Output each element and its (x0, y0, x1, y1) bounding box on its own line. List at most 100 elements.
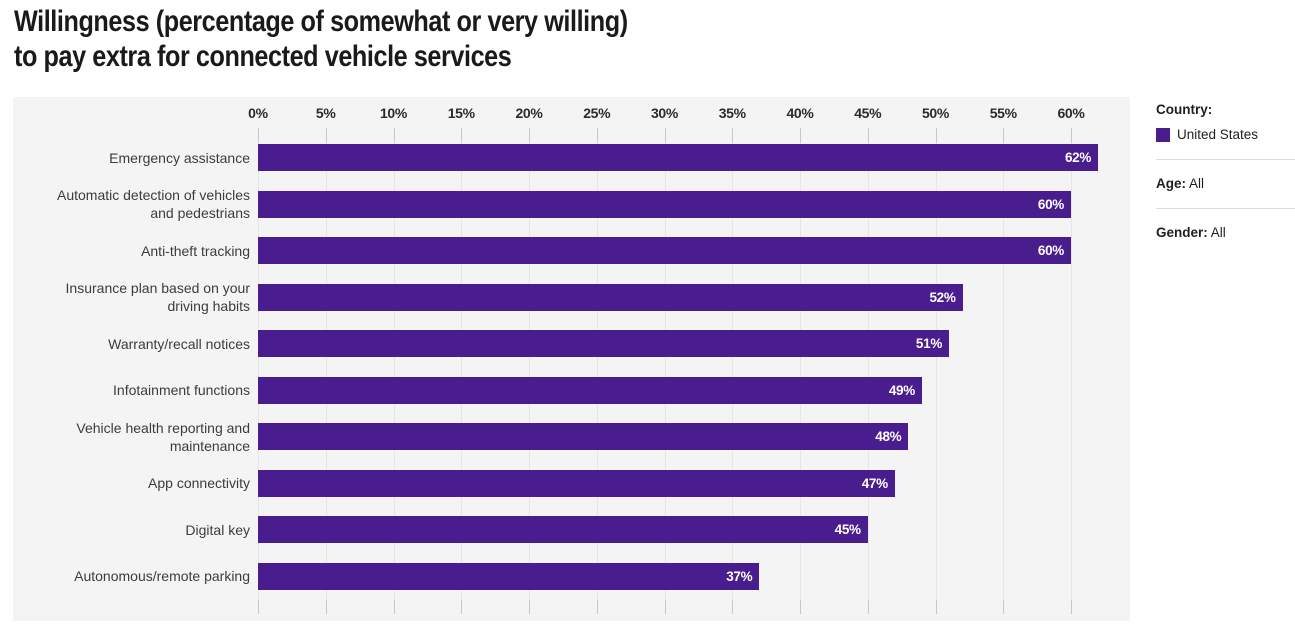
legend-country-label: Country: (1156, 102, 1213, 117)
category-label: Emergency assistance (109, 149, 250, 166)
bar-app-connectivity[interactable]: 47% (258, 469, 895, 497)
x-axis-tick (867, 128, 869, 143)
bar-vehicle-health-reporting-and-maintenance[interactable]: 48% (258, 423, 909, 450)
x-gridline (1003, 143, 1005, 600)
bar-digital-key[interactable]: 45% (258, 516, 868, 543)
x-axis-tick (1003, 128, 1005, 143)
legend-gender-value: All (1210, 225, 1226, 240)
x-axis-tick (867, 600, 869, 614)
page-title-line1: Willingness (percentage of somewhat or v… (14, 5, 628, 38)
bar-value-label: 45% (834, 522, 861, 537)
x-axis-tick (529, 128, 530, 143)
x-axis-tick-label: 40% (786, 105, 814, 121)
category-label: Vehicle health reporting and maintenance (76, 419, 250, 454)
category-label: Warranty/recall notices (108, 335, 250, 352)
x-gridline (393, 143, 395, 600)
category-label: Infotainment functions (113, 382, 250, 398)
legend-country-value: United States (1177, 127, 1259, 142)
x-axis-tick (258, 600, 259, 614)
x-axis-tick (461, 600, 463, 614)
bar-value-label: 49% (888, 382, 915, 398)
x-axis-tick (529, 600, 530, 614)
chart-legend: Country: United States Age: All Gender: … (1156, 102, 1295, 240)
bar-warranty-recall-notices[interactable]: 51% (258, 330, 950, 357)
x-gridline (732, 143, 734, 600)
x-axis-tick (732, 128, 734, 143)
category-label: Insurance plan based on your driving hab… (65, 280, 250, 314)
x-axis-tick-label: 25% (583, 105, 611, 121)
x-axis-tick-label: 35% (718, 105, 746, 121)
x-axis-tick (935, 128, 937, 143)
bar-value-label: 47% (861, 475, 888, 491)
x-axis-tick (1071, 128, 1072, 143)
x-axis-tick (461, 128, 463, 143)
x-axis-tick (325, 128, 327, 143)
x-axis-tick (800, 600, 801, 614)
category-label: Automatic detection of vehicles and pede… (57, 187, 250, 221)
category-label: Digital key (185, 521, 250, 538)
x-axis-tick (393, 600, 395, 614)
bar-value-label: 60% (1037, 196, 1064, 212)
x-axis-tick (325, 600, 327, 614)
x-axis-tick-label: 0% (248, 105, 268, 121)
x-axis-tick (800, 128, 801, 143)
legend-color-swatch (1156, 127, 1170, 142)
x-axis-tick (732, 600, 734, 614)
legend-divider (1156, 208, 1295, 209)
bar-insurance-plan-based-on-your-driving-habits[interactable]: 52% (258, 283, 963, 311)
page-title-line2: to pay extra for connected vehicle servi… (14, 40, 512, 73)
legend-age-value: All (1189, 176, 1205, 191)
x-axis-tick-label: 45% (854, 105, 882, 121)
legend-gender-row: Gender: All (1156, 225, 1295, 240)
x-gridline (1071, 143, 1072, 600)
x-axis-tick-label: 15% (447, 105, 475, 121)
x-axis-tick-label: 20% (515, 105, 543, 121)
category-label: Autonomous/remote parking (74, 568, 250, 584)
bar-value-label: 60% (1037, 243, 1064, 258)
x-gridline (325, 143, 327, 600)
bar-emergency-assistance[interactable]: 62% (258, 144, 1099, 171)
bar-value-label: 52% (929, 289, 956, 305)
bar-infotainment-functions[interactable]: 49% (258, 376, 922, 404)
legend-series-united-states[interactable]: United States (1156, 127, 1295, 142)
x-axis-tick (1003, 600, 1005, 614)
x-axis-tick-label: 30% (650, 105, 679, 121)
x-gridline (596, 143, 598, 600)
x-gridline (529, 143, 530, 600)
x-axis-tick-label: 55% (989, 105, 1017, 121)
x-axis-tick (664, 128, 666, 143)
page-title: Willingness (percentage of somewhat or v… (14, 4, 628, 74)
x-gridline (935, 143, 937, 600)
bar-autonomous-remote-parking[interactable]: 37% (258, 562, 760, 590)
x-axis-tick (664, 600, 666, 614)
legend-gender-label: Gender: (1156, 225, 1208, 240)
bar-value-label: 37% (726, 568, 753, 584)
bar-value-label: 48% (875, 429, 902, 444)
x-axis-tick-label: 5% (315, 105, 336, 121)
x-gridline (461, 143, 463, 600)
category-label: App connectivity (148, 475, 250, 491)
bar-automatic-detection-of-vehicles-and-pedestrians[interactable]: 60% (258, 190, 1071, 218)
category-label: Anti-theft tracking (141, 242, 250, 259)
x-gridline (867, 143, 869, 600)
x-axis-tick (393, 128, 395, 143)
x-axis-tick-label: 10% (379, 105, 408, 121)
x-gridline (800, 143, 801, 600)
legend-age-row: Age: All (1156, 176, 1295, 191)
x-axis-tick-label: 50% (921, 105, 950, 121)
x-gridline (664, 143, 666, 600)
x-axis-tick (258, 128, 259, 143)
bar-value-label: 62% (1064, 150, 1092, 165)
legend-age-label: Age: (1156, 176, 1186, 191)
bar-anti-theft-tracking[interactable]: 60% (258, 237, 1071, 264)
x-gridline (258, 143, 259, 600)
x-axis-tick (596, 128, 598, 143)
x-axis-tick (1071, 600, 1072, 614)
x-axis-tick-label: 60% (1057, 105, 1085, 121)
x-axis-tick (935, 600, 937, 614)
legend-country-row: Country: (1156, 102, 1295, 117)
x-axis-tick (596, 600, 598, 614)
bar-chart-plot-area: 0% 5% 10% 15% 20% 25% 30% 35% 40% 45% 50% 55% 60% 62%… (13, 97, 1130, 621)
legend-divider (1156, 159, 1295, 160)
